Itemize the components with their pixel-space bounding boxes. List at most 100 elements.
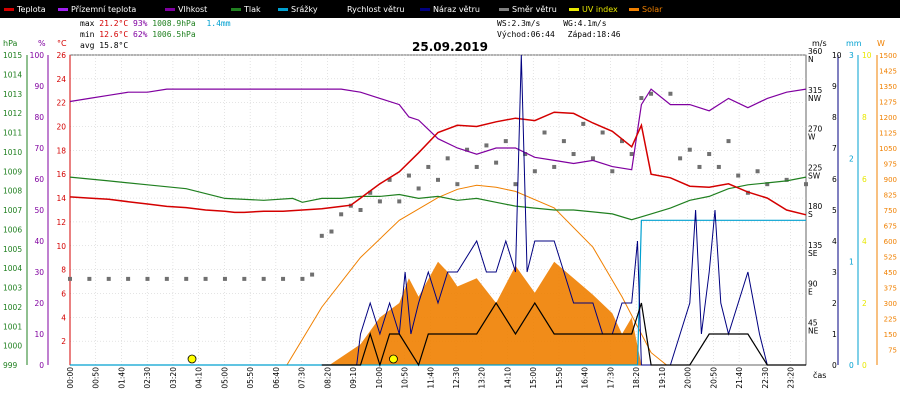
winddir-dot bbox=[300, 276, 305, 281]
legend-swatch bbox=[231, 7, 241, 11]
tick-wind: 3 bbox=[832, 268, 837, 277]
tick-winddir-name: NE bbox=[808, 326, 819, 335]
tick-temperature: 14 bbox=[56, 194, 66, 203]
tick-wind: 0 bbox=[832, 361, 837, 370]
stats-min-press: 1006.5hPa bbox=[152, 30, 196, 39]
tick-rain: 3 bbox=[849, 51, 854, 60]
winddir-dot bbox=[523, 152, 528, 157]
legend-item-1: Přízemní teplota bbox=[58, 4, 136, 14]
tick-solar: 675 bbox=[884, 223, 897, 231]
stats-max-rain: 1.4mm bbox=[206, 19, 231, 28]
axis-humidity-unit: % bbox=[38, 39, 46, 48]
tick-winddir-deg: 225 bbox=[808, 163, 823, 172]
stats-sunrise: Východ:06:44 bbox=[497, 30, 555, 39]
winddir-dot bbox=[377, 199, 382, 204]
winddir-dot bbox=[164, 276, 169, 281]
tick-solar: 525 bbox=[884, 254, 897, 262]
x-tick-label: 21:40 bbox=[735, 367, 744, 389]
tick-wind: 10 bbox=[832, 51, 842, 60]
tick-solar: 975 bbox=[884, 161, 897, 169]
series-wind bbox=[321, 301, 806, 368]
winddir-dot bbox=[542, 130, 547, 135]
x-tick-label: 14:10 bbox=[503, 367, 512, 389]
tick-solar: 1425 bbox=[879, 68, 897, 76]
legend-item-0: Teplota bbox=[4, 4, 46, 14]
x-tick-label: 22:30 bbox=[761, 367, 770, 389]
series-humidity bbox=[69, 88, 807, 171]
winddir-dot bbox=[474, 164, 479, 169]
winddir-dot bbox=[639, 96, 644, 101]
tick-winddir-name: E bbox=[808, 288, 813, 297]
stats-wg: WG:4.1m/s bbox=[563, 19, 607, 28]
tick-temperature: 20 bbox=[56, 123, 66, 132]
winddir-dot bbox=[532, 169, 537, 174]
tick-humidity: 20 bbox=[34, 299, 44, 308]
axis-solar-unit: W bbox=[877, 39, 885, 48]
winddir-dot bbox=[707, 152, 712, 157]
tick-pressure: 1007 bbox=[3, 206, 22, 215]
tick-wind: 1 bbox=[832, 330, 837, 339]
tick-pressure: 1012 bbox=[3, 109, 22, 118]
winddir-dot bbox=[242, 276, 247, 281]
legend-label: Solar bbox=[642, 4, 663, 14]
tick-solar: 750 bbox=[884, 207, 897, 215]
legend-item-7: Směr větru bbox=[499, 4, 557, 14]
tick-solar: 600 bbox=[884, 238, 897, 246]
winddir-dot bbox=[145, 276, 150, 281]
tick-pressure: 1001 bbox=[3, 322, 22, 331]
axis-temperature-unit: °C bbox=[57, 39, 67, 48]
x-tick-label: 01:40 bbox=[117, 367, 126, 389]
legend-item-5: Rychlost větru bbox=[334, 4, 404, 14]
x-tick-label: 00:50 bbox=[92, 367, 101, 389]
stats-avg-label: avg bbox=[80, 41, 95, 50]
x-tick-label: 07:30 bbox=[298, 367, 307, 389]
stats-wind-row: WS:2.3m/s WG:4.1m/s bbox=[497, 19, 607, 28]
tick-winddir-name: W bbox=[808, 133, 816, 142]
x-tick-label: 02:30 bbox=[143, 367, 152, 389]
winddir-dot bbox=[68, 276, 72, 281]
tick-pressure: 1013 bbox=[3, 90, 22, 99]
legend-item-3: Tlak bbox=[231, 4, 261, 14]
tick-humidity: 30 bbox=[34, 268, 44, 277]
x-tick-label: 08:20 bbox=[323, 367, 332, 389]
x-tick-label: 23:20 bbox=[787, 367, 796, 389]
tick-rain: 0 bbox=[849, 361, 854, 370]
stats-ws: WS:2.3m/s bbox=[497, 19, 541, 28]
tick-pressure: 1011 bbox=[3, 129, 22, 138]
tick-solar: 1125 bbox=[879, 130, 897, 138]
winddir-dot bbox=[755, 169, 760, 174]
tick-temperature: 4 bbox=[61, 313, 66, 322]
stats-max-row: max 21.2°C 93% 1008.9hPa 1.4mm bbox=[80, 19, 231, 28]
tick-temperature: 6 bbox=[61, 289, 66, 298]
tick-uv: 8 bbox=[862, 113, 867, 122]
winddir-dot bbox=[397, 199, 402, 204]
winddir-dot bbox=[222, 276, 227, 281]
tick-temperature: 18 bbox=[56, 146, 66, 155]
tick-solar: 1275 bbox=[879, 99, 897, 107]
legend-label: Rychlost větru bbox=[347, 4, 405, 14]
tick-rain: 1 bbox=[849, 258, 854, 267]
winddir-dot bbox=[571, 152, 576, 157]
tick-winddir-deg: 180 bbox=[808, 202, 823, 211]
tick-pressure: 1010 bbox=[3, 148, 22, 157]
winddir-dot bbox=[687, 147, 692, 152]
winddir-dot bbox=[610, 169, 615, 174]
winddir-dot bbox=[668, 91, 673, 96]
x-tick-label: 10:00 bbox=[375, 367, 384, 389]
winddir-dot bbox=[310, 272, 315, 277]
x-tick-label: 20:00 bbox=[684, 367, 693, 389]
legend-swatch bbox=[569, 7, 579, 11]
stats-max-label: max bbox=[80, 19, 95, 28]
x-tick-label: 13:20 bbox=[478, 367, 487, 389]
tick-uv: 0 bbox=[862, 361, 867, 370]
tick-pressure: 1003 bbox=[3, 284, 22, 293]
winddir-dot bbox=[552, 164, 557, 169]
tick-winddir-deg: 270 bbox=[808, 125, 823, 134]
tick-winddir-deg: 360 bbox=[808, 47, 823, 56]
stats-min-hum: 62% bbox=[133, 30, 148, 39]
tick-temperature: 24 bbox=[56, 75, 66, 84]
winddir-dot bbox=[736, 173, 741, 178]
tick-uv: 4 bbox=[862, 237, 867, 246]
winddir-dot bbox=[494, 160, 499, 165]
legend-label: Teplota bbox=[17, 4, 46, 14]
